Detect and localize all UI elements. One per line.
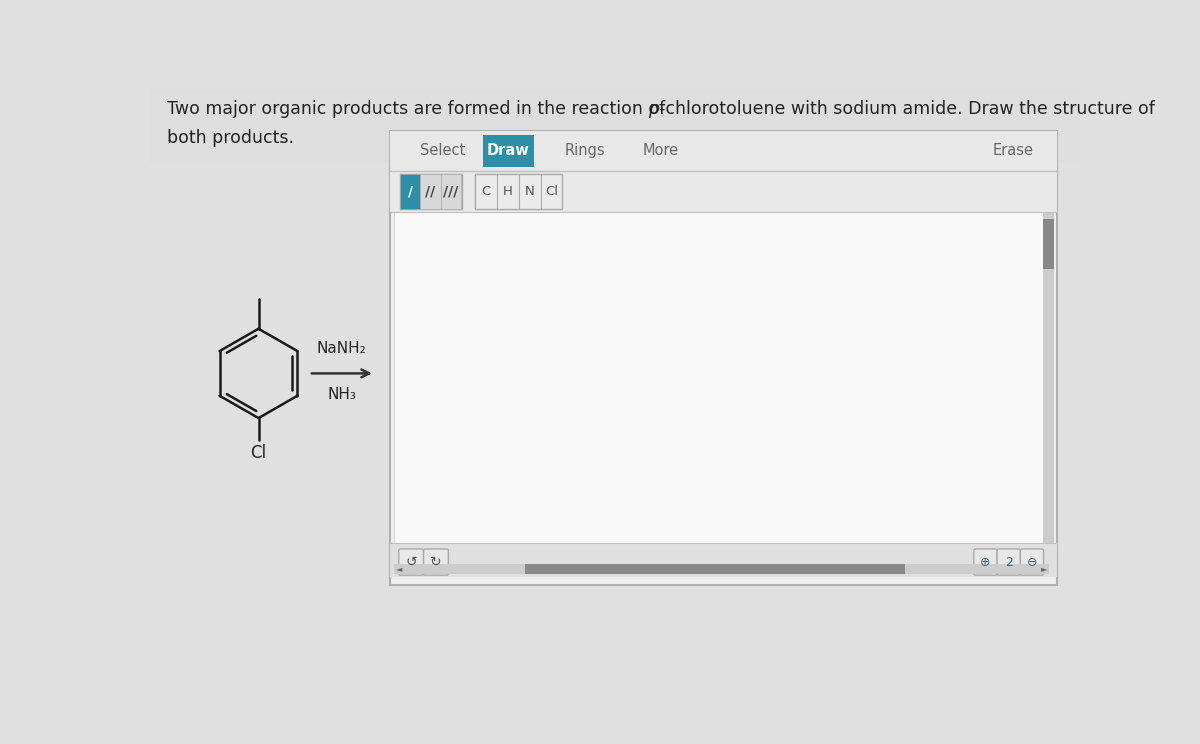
- Text: Rings: Rings: [565, 144, 605, 158]
- Bar: [394, 213, 1044, 543]
- FancyBboxPatch shape: [398, 549, 424, 575]
- Text: ↺: ↺: [406, 555, 416, 569]
- Text: H: H: [503, 185, 512, 198]
- FancyBboxPatch shape: [974, 549, 997, 575]
- Bar: [420, 174, 440, 209]
- Text: C: C: [481, 185, 491, 198]
- Text: ↻: ↻: [430, 555, 442, 569]
- Bar: [150, 89, 1080, 161]
- Bar: [484, 135, 534, 167]
- Text: Erase: Erase: [992, 144, 1033, 158]
- Bar: [1043, 213, 1054, 543]
- Text: p: p: [648, 100, 659, 118]
- Bar: [394, 564, 1049, 574]
- Bar: [400, 174, 462, 209]
- FancyBboxPatch shape: [424, 549, 449, 575]
- Text: /: /: [408, 185, 413, 199]
- Text: NH₃: NH₃: [328, 388, 356, 403]
- FancyBboxPatch shape: [1020, 549, 1044, 575]
- Text: N: N: [524, 185, 535, 198]
- Text: 2: 2: [1004, 556, 1013, 568]
- Bar: [440, 174, 461, 209]
- Bar: [390, 171, 1057, 213]
- Text: NaNH₂: NaNH₂: [317, 341, 367, 356]
- Bar: [475, 174, 563, 209]
- Bar: [526, 564, 905, 574]
- Text: Select: Select: [420, 144, 464, 158]
- Text: Cl: Cl: [251, 444, 266, 462]
- Text: -chlorotoluene with sodium amide. Draw the structure of: -chlorotoluene with sodium amide. Draw t…: [659, 100, 1156, 118]
- Text: ///: ///: [443, 185, 458, 199]
- Bar: [1043, 219, 1054, 269]
- Text: Two major organic products are formed in the reaction of: Two major organic products are formed in…: [167, 100, 671, 118]
- Bar: [390, 543, 1057, 577]
- Text: Draw: Draw: [487, 144, 530, 158]
- Text: //: //: [426, 185, 436, 199]
- Text: Cl: Cl: [545, 185, 558, 198]
- Text: ►: ►: [1042, 565, 1048, 574]
- Text: ⊖: ⊖: [1027, 556, 1037, 568]
- Text: ◄: ◄: [396, 565, 402, 574]
- Text: both products.: both products.: [167, 129, 294, 147]
- FancyBboxPatch shape: [997, 549, 1020, 575]
- Text: ⊕: ⊕: [980, 556, 991, 568]
- Text: More: More: [642, 144, 678, 158]
- FancyBboxPatch shape: [390, 131, 1057, 586]
- Bar: [390, 131, 1057, 171]
- Bar: [401, 174, 420, 209]
